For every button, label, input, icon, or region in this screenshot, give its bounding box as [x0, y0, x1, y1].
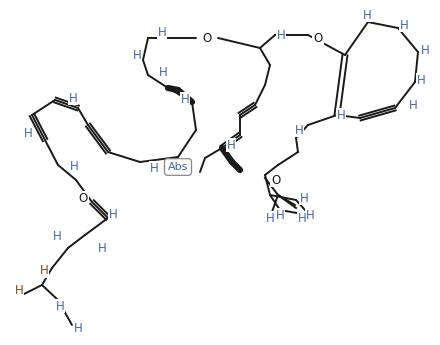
Text: H: H [266, 211, 275, 225]
Text: H: H [70, 159, 78, 172]
Text: H: H [69, 91, 77, 105]
Text: H: H [181, 92, 189, 106]
Text: Abs: Abs [168, 162, 188, 172]
Text: O: O [271, 174, 281, 187]
Text: H: H [300, 191, 308, 205]
Text: H: H [98, 241, 106, 255]
Text: H: H [417, 73, 425, 87]
Text: H: H [55, 299, 64, 313]
Text: H: H [73, 322, 82, 335]
Text: H: H [363, 9, 371, 21]
Text: H: H [295, 124, 303, 137]
Text: H: H [40, 265, 48, 277]
Text: O: O [313, 31, 323, 45]
Text: H: H [277, 29, 286, 41]
Text: H: H [400, 19, 408, 31]
Text: H: H [306, 208, 314, 221]
Text: H: H [159, 66, 167, 79]
Text: H: H [24, 127, 33, 139]
Text: O: O [78, 191, 88, 205]
Text: H: H [337, 108, 345, 121]
Text: H: H [409, 99, 418, 111]
Text: H: H [109, 207, 117, 220]
Text: H: H [150, 161, 158, 175]
Text: H: H [275, 208, 284, 221]
Text: H: H [301, 191, 309, 205]
Text: H: H [158, 26, 166, 39]
Text: H: H [132, 49, 141, 61]
Text: H: H [297, 211, 306, 225]
Text: O: O [202, 31, 212, 45]
Text: H: H [15, 285, 23, 297]
Text: H: H [421, 43, 429, 57]
Text: H: H [53, 229, 61, 243]
Text: H: H [227, 138, 235, 151]
